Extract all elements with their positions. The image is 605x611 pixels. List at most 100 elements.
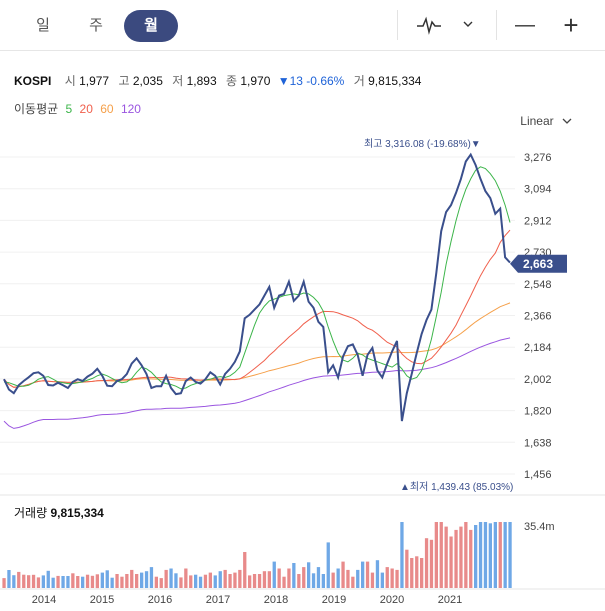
volume-bar [85,574,90,588]
y-tick-label: 2,548 [524,279,552,291]
volume-label: 거 [353,74,365,88]
close-value: 1,970 [240,74,271,88]
x-tick-label: 2016 [148,594,172,606]
ma-120: 120 [120,102,141,116]
volume-bar [213,575,217,588]
volume-bar [115,574,119,588]
x-tick-label: 2014 [32,594,56,606]
volume-bar [81,576,85,588]
volume-bar [2,578,6,588]
y-tick-label: 3,276 [524,152,552,164]
current-price-badge [510,254,567,273]
volume-bar [454,529,458,588]
zoom-in-button[interactable]: + [563,10,579,40]
volume-bar [483,522,488,588]
volume-bar [493,522,497,588]
volume-bar [56,575,60,588]
volume-bar [488,523,492,588]
volume-bar [469,529,473,588]
ma-5: 5 [65,102,73,116]
volume-bar [380,572,384,588]
volume-bar [31,574,36,588]
volume-bar [51,577,55,588]
volume-bar [36,577,41,588]
high-value: 2,035 [132,74,163,88]
volume-bar [395,569,399,588]
open-label: 시 [64,74,76,88]
volume-bar [252,574,257,588]
volume-bar [66,576,70,588]
y-tick-label: 1,820 [524,406,552,418]
volume-bar [424,538,429,588]
volume-value: 9,815,334 [368,74,422,88]
volume-bar [498,522,502,588]
volume-bar [415,556,419,588]
volume-title: 거래량 9,815,334 [14,504,104,521]
volume-bar [336,568,340,588]
line-chart-icon[interactable] [414,10,444,40]
change-value: ▼13 -0.66% [277,74,345,88]
volume-bar [184,568,188,588]
ma-20: 20 [79,102,93,116]
current-price-label: 2,663 [523,257,553,271]
volume-bar [243,552,247,588]
volume-bar [233,572,237,588]
volume-bar [144,571,149,588]
volume-bar [41,575,45,588]
scale-mode-label: Linear [520,114,554,128]
volume-bar [444,526,448,588]
scale-mode-select[interactable]: Linear [520,114,572,128]
volume-bar [61,576,65,588]
x-tick-label: 2017 [206,594,230,606]
volume-bar [71,573,75,588]
volume-bar [508,522,512,588]
volume-bar [164,569,168,588]
volume-bar [105,570,109,588]
volume-bar [277,568,281,588]
volume-bar [110,577,114,588]
chevron-down-icon[interactable] [458,10,478,40]
period-toolbar: 일 주 월 — + [0,0,605,51]
ma-60: 60 [100,102,114,116]
tab-monthly[interactable]: 월 [124,10,178,42]
quote-summary: KOSPI 시 1,977 고 2,035 저 1,893 종 1,970 ▼1… [14,72,425,89]
tab-weekly[interactable]: 주 [89,17,103,34]
volume-bar [198,576,203,588]
volume-bar [370,572,375,588]
volume-bar [302,567,306,588]
volume-bar [154,576,158,588]
volume-bar [272,561,276,588]
volume-bar [439,522,443,588]
x-tick-label: 2019 [322,594,346,606]
open-value: 1,977 [79,74,110,88]
volume-bar [385,567,389,588]
volume-bar [27,575,31,588]
volume-bar [429,539,434,588]
low-annotation: ▲최저 1,439.43 (85.03%) [400,481,513,493]
low-value: 1,893 [186,74,217,88]
ma5-line [3,166,511,390]
price-line [3,152,511,422]
volume-bar [76,576,80,588]
volume-bar [316,567,321,588]
volume-bar [346,569,350,588]
moving-average-legend[interactable]: 이동평균 5 20 60 120 [14,100,145,117]
x-tick-label: 2018 [264,594,288,606]
volume-bar [341,561,345,588]
volume-bar [149,567,154,588]
volume-bar [7,570,11,588]
volume-bar [503,522,507,588]
zoom-out-button[interactable]: — [515,14,535,36]
volume-bar [120,576,124,588]
volume-bar [292,563,296,588]
ma120-line [3,337,511,429]
volume-bar [420,558,424,588]
y-tick-label: 1,638 [524,437,552,449]
volume-bar [478,522,483,588]
volume-bar [321,574,325,588]
volume-bar [208,572,212,588]
volume-bar [262,571,267,588]
tab-daily[interactable]: 일 [36,17,50,34]
volume-bar [375,560,380,588]
